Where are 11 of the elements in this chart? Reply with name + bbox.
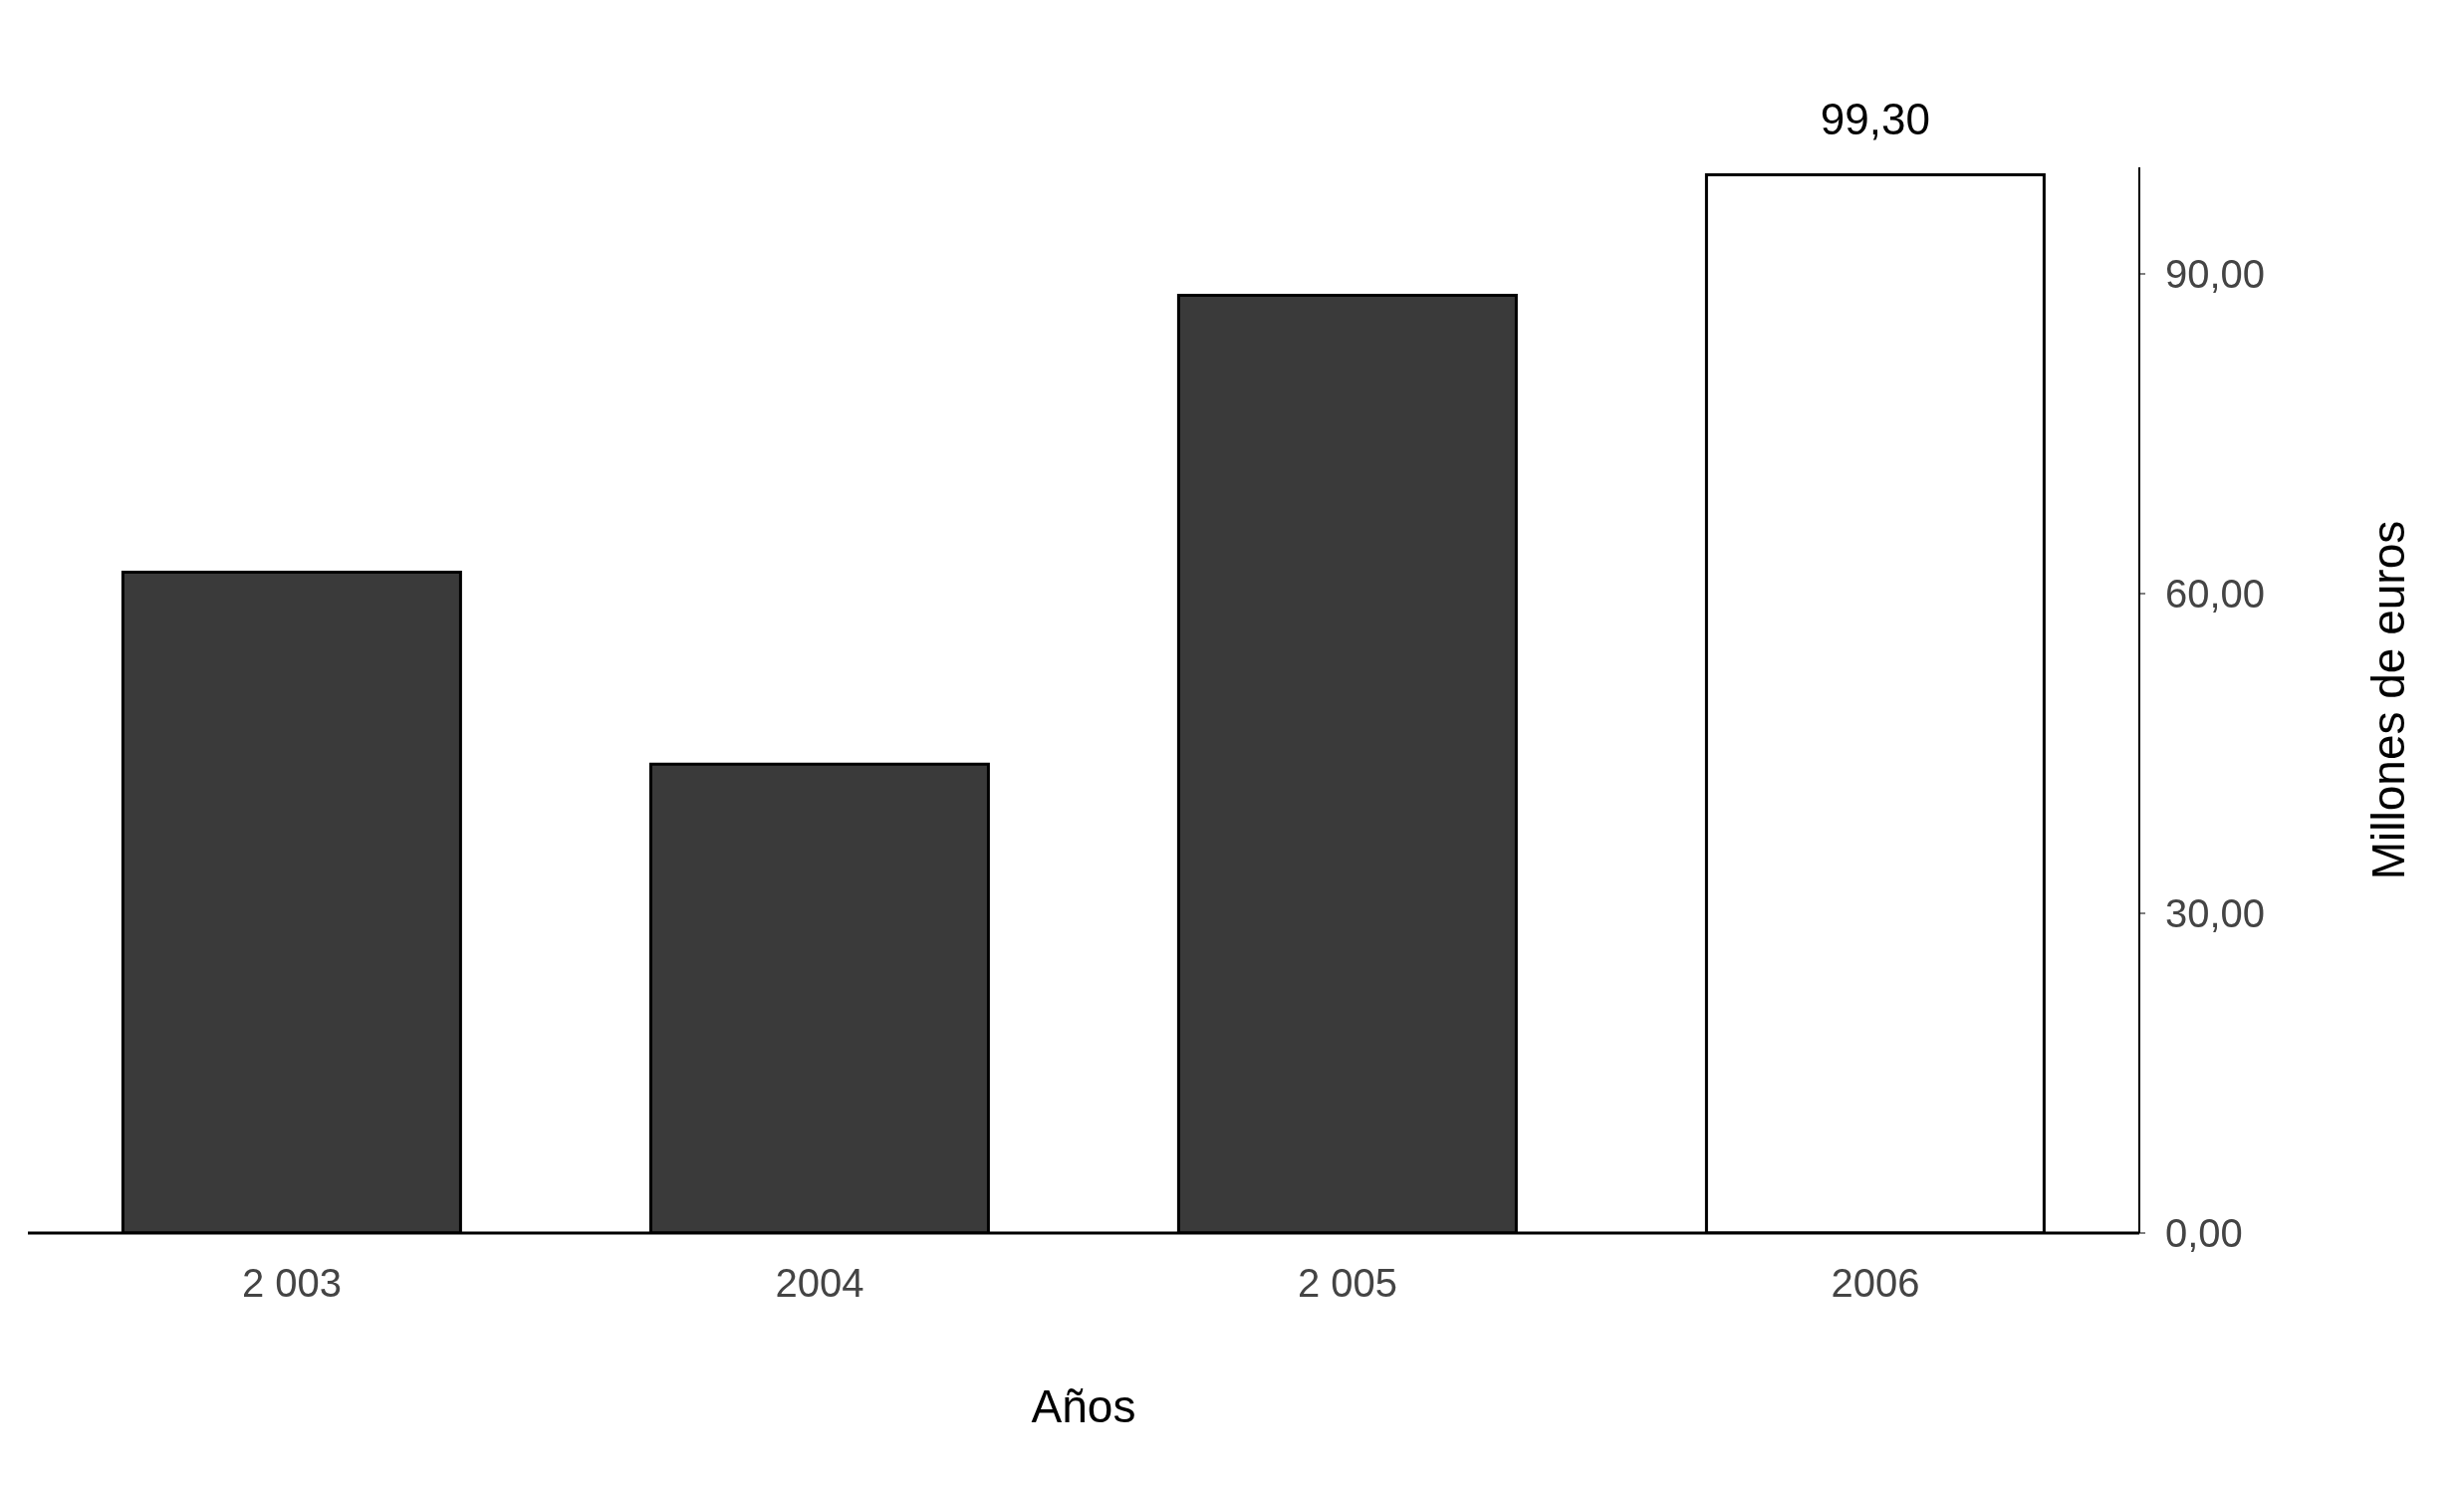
y-tick-label: 60,00 — [2165, 572, 2266, 617]
y-tick-label: 90,00 — [2165, 252, 2266, 297]
data-label: 99,30 — [1820, 95, 1930, 144]
x-tick-label: 2 005 — [1297, 1261, 1398, 1306]
y-tick-label: 0,00 — [2165, 1211, 2243, 1256]
x-axis-title: Años — [1031, 1380, 1136, 1432]
x-tick-label: 2006 — [1831, 1261, 1920, 1306]
x-tick-label: 2004 — [775, 1261, 864, 1306]
y-axis-title: Millones de euros — [2362, 520, 2415, 880]
y-tick-label: 30,00 — [2165, 891, 2266, 936]
x-tick-label: 2 003 — [241, 1261, 343, 1306]
